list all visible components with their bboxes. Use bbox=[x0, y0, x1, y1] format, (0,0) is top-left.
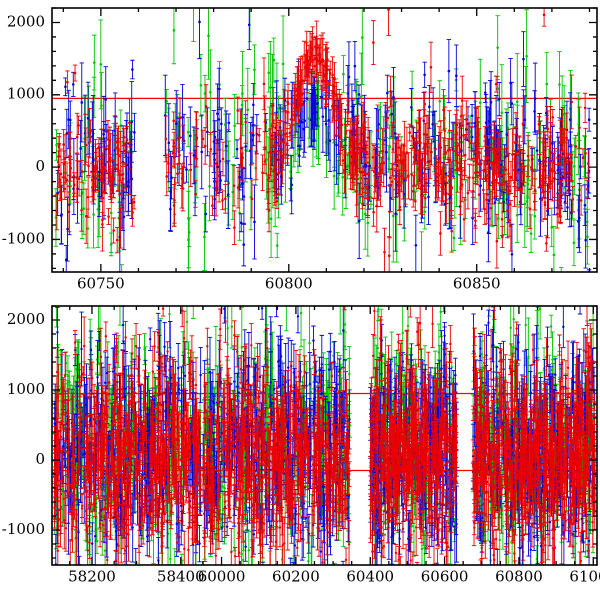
light-curves-canvas bbox=[0, 0, 600, 600]
light-curve-figure bbox=[0, 0, 600, 600]
